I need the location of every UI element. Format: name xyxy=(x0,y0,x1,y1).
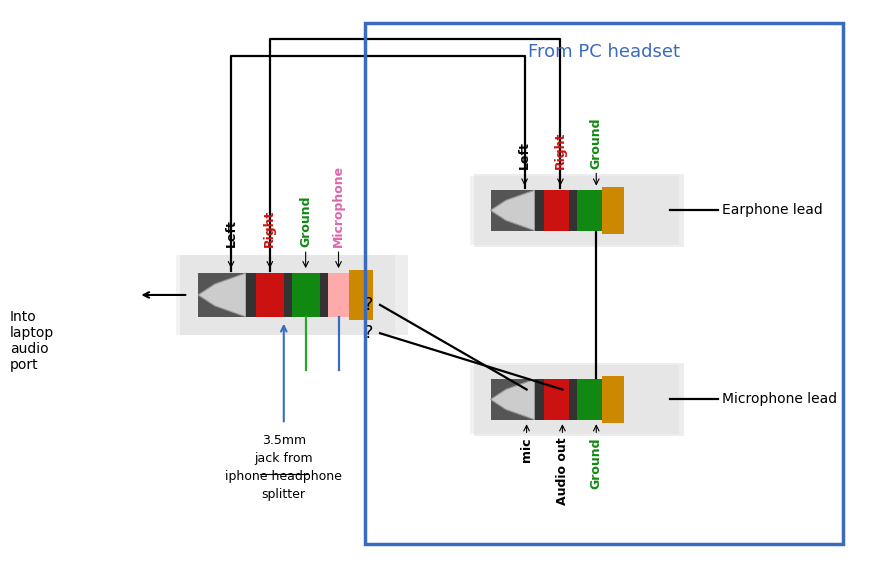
Bar xyxy=(256,273,284,317)
Bar xyxy=(246,273,256,317)
FancyBboxPatch shape xyxy=(474,174,684,247)
Bar xyxy=(544,379,570,420)
Bar xyxy=(544,190,570,230)
Text: ?: ? xyxy=(363,296,373,314)
Bar xyxy=(570,379,577,420)
Bar xyxy=(570,190,577,230)
FancyBboxPatch shape xyxy=(491,379,624,420)
Text: Ground: Ground xyxy=(590,117,602,169)
FancyBboxPatch shape xyxy=(470,365,679,434)
Text: Microphone lead: Microphone lead xyxy=(721,392,836,406)
FancyBboxPatch shape xyxy=(470,176,679,245)
Text: Ground: Ground xyxy=(590,437,602,488)
Polygon shape xyxy=(491,190,534,230)
Text: Into
laptop
audio
port: Into laptop audio port xyxy=(10,310,54,372)
Text: Left: Left xyxy=(224,219,237,247)
Text: Left: Left xyxy=(518,141,531,169)
Text: Earphone lead: Earphone lead xyxy=(721,203,822,217)
Polygon shape xyxy=(491,379,534,420)
Bar xyxy=(534,379,544,420)
Bar xyxy=(328,273,349,317)
FancyBboxPatch shape xyxy=(474,363,684,436)
Text: Ground: Ground xyxy=(299,196,312,247)
FancyBboxPatch shape xyxy=(198,273,343,317)
Text: mic: mic xyxy=(520,437,533,462)
Text: Audio out: Audio out xyxy=(556,437,569,505)
Text: Right: Right xyxy=(263,210,276,247)
FancyBboxPatch shape xyxy=(180,255,408,335)
Text: Right: Right xyxy=(554,131,567,169)
Text: From PC headset: From PC headset xyxy=(528,43,680,61)
Text: Microphone: Microphone xyxy=(332,165,345,247)
Bar xyxy=(577,190,602,230)
Polygon shape xyxy=(198,273,246,317)
Bar xyxy=(602,376,625,422)
Text: ?: ? xyxy=(363,324,373,342)
Bar xyxy=(320,273,328,317)
Bar xyxy=(602,187,625,234)
Bar xyxy=(291,273,320,317)
Bar xyxy=(577,379,602,420)
FancyBboxPatch shape xyxy=(176,255,395,335)
Text: 3.5mm
jack from
iphone headphone
splitter: 3.5mm jack from iphone headphone splitte… xyxy=(225,434,342,501)
Bar xyxy=(349,270,373,320)
Bar xyxy=(284,273,291,317)
Bar xyxy=(534,190,544,230)
FancyBboxPatch shape xyxy=(491,190,624,230)
